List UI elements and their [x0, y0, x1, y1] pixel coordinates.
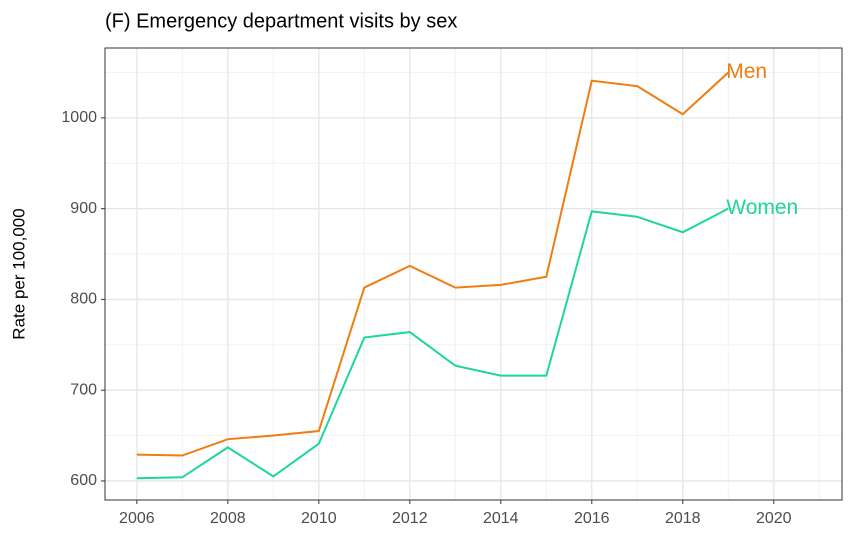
y-tick-label: 900 [70, 200, 97, 217]
y-tick-label: 800 [70, 291, 97, 308]
x-tick-label: 2008 [210, 510, 246, 527]
y-tick-label: 600 [70, 472, 97, 489]
x-tick-label: 2006 [119, 510, 155, 527]
line-series [136, 207, 729, 480]
x-tick-label: 2018 [665, 510, 701, 527]
panel [105, 48, 842, 500]
panel-border [104, 47, 843, 501]
chart-title: (F) Emergency department visits by sex [105, 10, 457, 32]
series-label: Women [726, 196, 798, 219]
line-series [136, 71, 729, 457]
y-tick-label: 1000 [61, 109, 97, 126]
x-tick-label: 2020 [756, 510, 792, 527]
x-tick-label: 2016 [574, 510, 610, 527]
y-tick-label: 700 [70, 381, 97, 398]
x-tick-label: 2010 [301, 510, 337, 527]
y-axis-label: Rate per 100,000 [9, 208, 28, 339]
x-tick-label: 2014 [483, 510, 519, 527]
series-label: Men [726, 60, 767, 83]
x-tick-label: 2012 [392, 510, 428, 527]
